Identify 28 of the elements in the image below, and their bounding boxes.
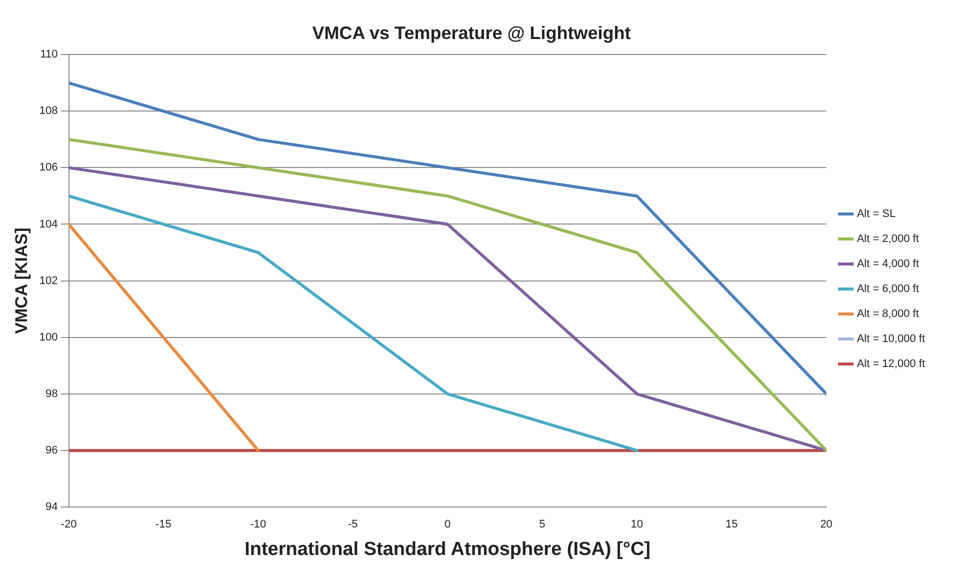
legend-label: Alt = 12,000 ft <box>856 358 925 370</box>
legend-label: Alt = 8,000 ft <box>856 308 919 320</box>
legend-label: Alt = SL <box>856 208 896 220</box>
x-axis-title: International Standard Atmosphere (ISA) [°C] <box>244 538 650 560</box>
y-tick-label: 108 <box>39 105 58 118</box>
chart-title: VMCA vs Temperature @ Lightweight <box>312 22 631 43</box>
legend-label: Alt = 10,000 ft <box>856 333 925 346</box>
y-tick-label: 94 <box>46 501 58 514</box>
x-tick-label: 5 <box>539 518 546 531</box>
x-tick-label: -15 <box>155 518 172 531</box>
x-tick-label: -20 <box>60 518 77 531</box>
y-axis-title: VMCA [KIAS] <box>12 228 31 334</box>
y-tick-label: 102 <box>39 274 58 287</box>
y-tick-label: 98 <box>46 388 58 400</box>
legend-label: Alt = 6,000 ft <box>856 283 919 296</box>
x-tick-label: 15 <box>725 518 738 531</box>
y-tick-label: 110 <box>40 48 58 61</box>
x-tick-label: 0 <box>444 518 451 531</box>
x-tick-label: -5 <box>348 518 358 531</box>
x-tick-label: 20 <box>820 518 832 531</box>
y-tick-label: 104 <box>39 218 58 230</box>
x-tick-label: 10 <box>630 518 644 531</box>
y-tick-label: 96 <box>46 444 58 456</box>
y-tick-label: 106 <box>39 162 58 174</box>
y-tick-label: 100 <box>39 331 58 344</box>
legend-label: Alt = 2,000 ft <box>856 233 919 246</box>
x-tick-label: -10 <box>250 518 266 531</box>
legend-label: Alt = 4,000 ft <box>856 258 919 270</box>
